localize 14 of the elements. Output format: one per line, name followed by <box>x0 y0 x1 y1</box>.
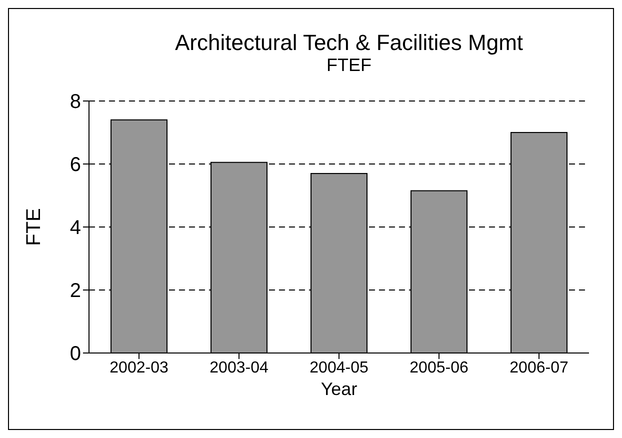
x-axis-title: Year <box>320 379 358 399</box>
y-axis-title: FTE <box>23 208 46 246</box>
chart-title: Architectural Tech & Facilities Mgmt <box>174 30 524 55</box>
y-tick-label: 6 <box>70 154 81 176</box>
y-tick-label: 0 <box>70 343 81 366</box>
x-tick-label: 2004-05 <box>310 359 368 376</box>
x-tick-label: 2002-03 <box>110 359 168 376</box>
x-tick-label: 2003-04 <box>210 359 268 376</box>
x-tick-label: 2006-07 <box>510 359 568 376</box>
y-tick-label: 2 <box>70 280 81 302</box>
y-tick-label: 4 <box>70 217 81 240</box>
x-tick-label: 2005-06 <box>410 359 468 376</box>
chart-subtitle: FTEF <box>326 55 372 75</box>
y-tick-label: 8 <box>70 91 81 114</box>
